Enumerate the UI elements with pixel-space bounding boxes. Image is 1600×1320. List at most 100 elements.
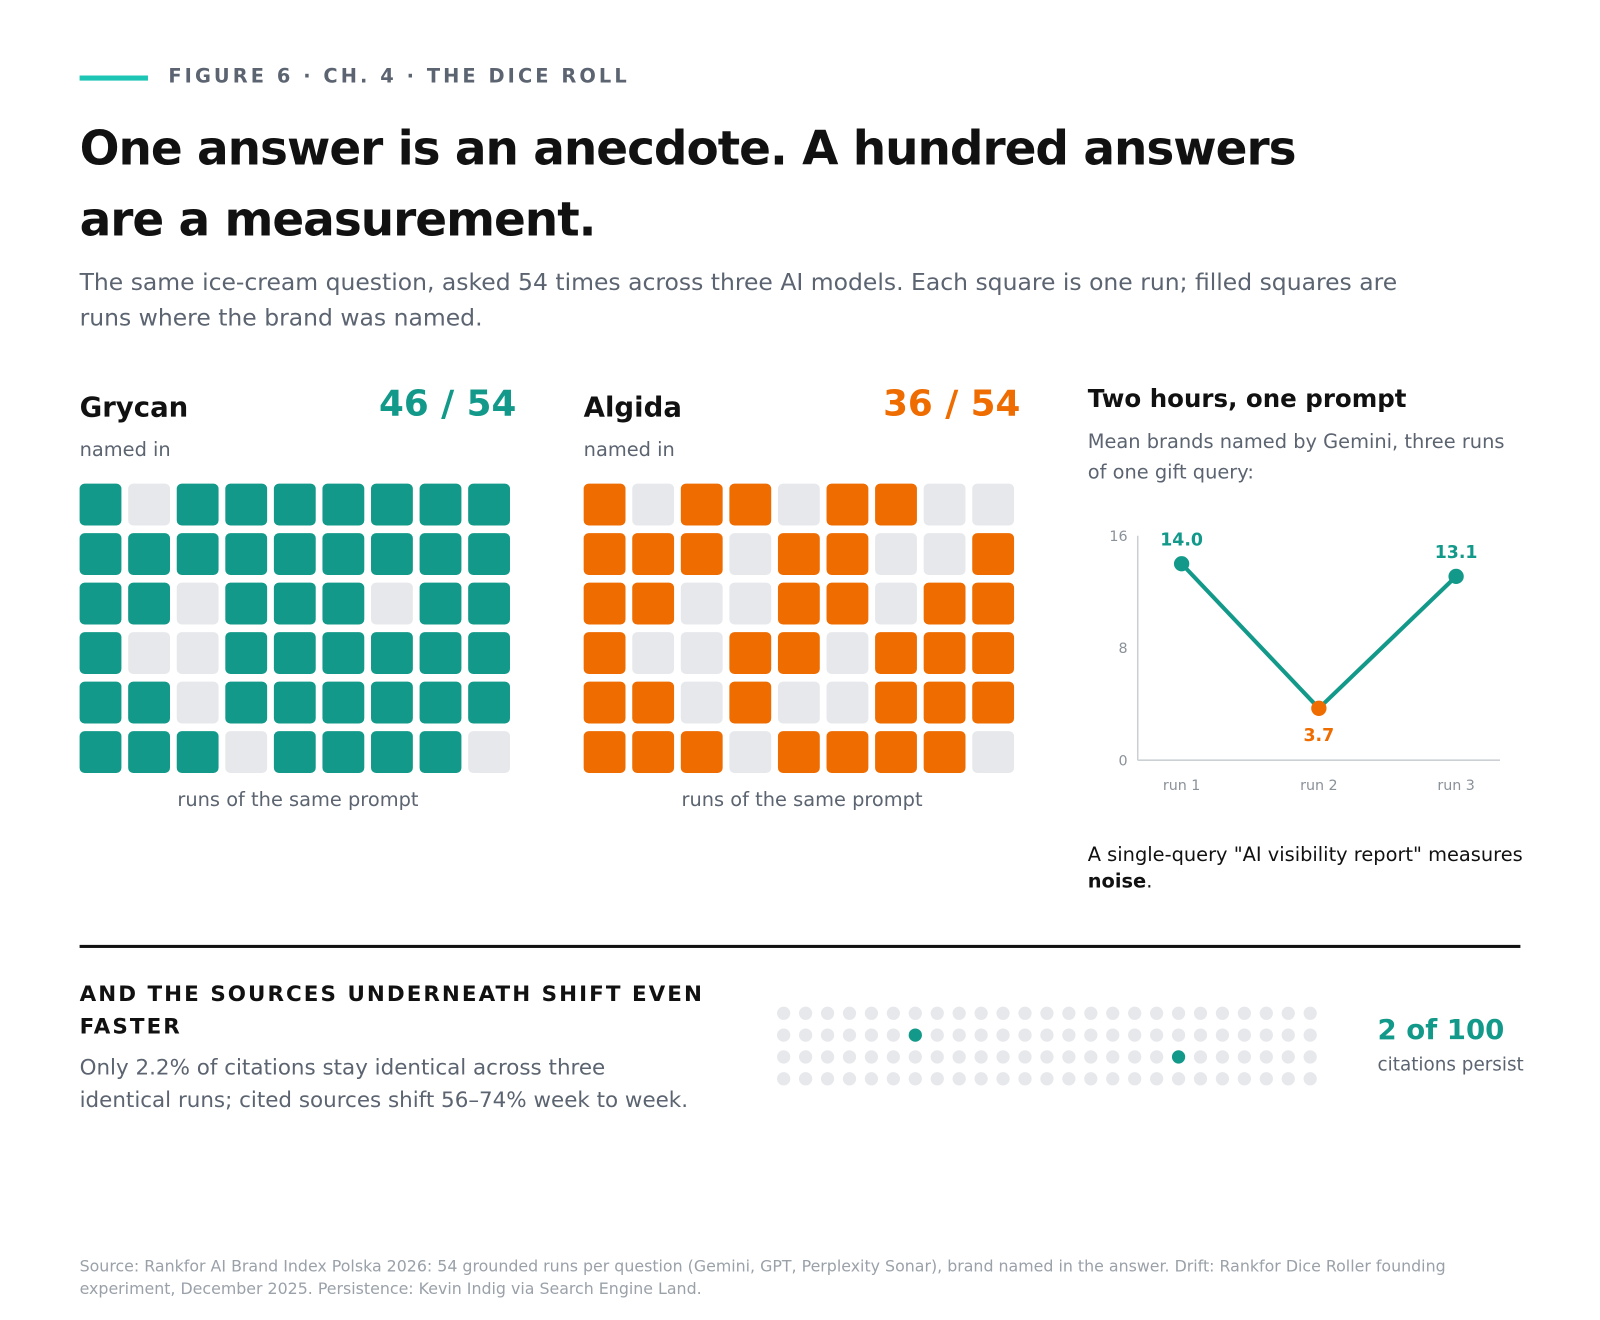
waffle-cell — [875, 731, 917, 773]
waffle-cell — [176, 731, 219, 773]
waffle-cell — [632, 681, 675, 724]
waffle-cell — [128, 483, 170, 526]
dot — [1149, 1050, 1164, 1064]
waffle-cell — [322, 533, 365, 575]
dot — [908, 1028, 922, 1042]
dot — [1215, 1028, 1230, 1042]
dot — [1040, 1006, 1054, 1020]
dot — [1171, 1028, 1186, 1042]
waffle-cell — [777, 632, 820, 674]
dot — [908, 1050, 922, 1064]
waffle-cell — [875, 483, 917, 526]
waffle-cell — [826, 483, 869, 526]
dot — [952, 1072, 966, 1086]
dot — [1281, 1028, 1295, 1042]
waffle-cell — [583, 483, 626, 526]
waffle-cell — [371, 681, 413, 724]
note: A single-query "AI visibility report" me… — [1088, 842, 1527, 895]
waffle-cell — [79, 533, 122, 575]
waffle-cell — [468, 533, 510, 575]
waffle-cell — [225, 632, 268, 674]
section-text: Only 2.2% of citations stay identical ac… — [79, 1055, 689, 1113]
dot — [1106, 1072, 1120, 1086]
waffle-cell — [583, 582, 626, 625]
waffle-cell — [826, 582, 869, 625]
waffle-title: Grycan — [79, 391, 189, 424]
dot — [1259, 1072, 1273, 1086]
dot — [777, 1006, 791, 1020]
waffle-cell — [225, 731, 268, 773]
dot — [1171, 1050, 1186, 1064]
waffle-cell — [923, 681, 966, 724]
waffle-cell — [176, 681, 219, 724]
waffle-title: Algida — [583, 391, 682, 424]
waffle-cell — [468, 681, 510, 724]
waffle-cell — [176, 483, 219, 526]
waffle-cell — [419, 731, 462, 773]
point — [1448, 568, 1464, 585]
dot — [1084, 1072, 1098, 1086]
waffle-cell — [273, 582, 316, 625]
eyebrow: FIGURE 6 · CH. 4 · THE DICE ROLL — [168, 65, 630, 88]
section-title: AND THE SOURCES UNDERNEATH SHIFT EVEN FA… — [79, 981, 704, 1039]
waffle-cell — [777, 731, 820, 773]
dot — [1128, 1072, 1142, 1086]
waffle-cell — [632, 632, 675, 674]
waffle-cell — [225, 681, 268, 724]
waffle-cell — [468, 483, 510, 526]
waffle-cell — [680, 483, 723, 526]
point — [1311, 700, 1327, 716]
dot — [864, 1050, 879, 1064]
dot — [1018, 1050, 1032, 1064]
dot — [1237, 1006, 1252, 1020]
waffle-cell — [371, 483, 413, 526]
waffle-cell — [322, 731, 365, 773]
y-tick-label: 8 — [1118, 641, 1127, 657]
dot — [798, 1028, 813, 1042]
dot — [974, 1028, 988, 1042]
dot — [952, 1028, 966, 1042]
dot — [930, 1072, 944, 1086]
waffle-cell — [875, 533, 917, 575]
dot — [798, 1050, 813, 1064]
dot — [798, 1006, 813, 1020]
dot — [1149, 1028, 1164, 1042]
dot — [996, 1028, 1010, 1042]
dot — [1106, 1050, 1120, 1064]
waffle-cell — [972, 533, 1015, 575]
dot — [908, 1072, 922, 1086]
x-tick-label: run 1 — [1163, 778, 1201, 794]
waffle-cell — [128, 632, 170, 674]
dot — [996, 1072, 1010, 1086]
dot — [1193, 1072, 1208, 1086]
dot — [798, 1072, 813, 1086]
dot — [1106, 1006, 1120, 1020]
waffle-cell — [273, 632, 316, 674]
dot — [1237, 1072, 1252, 1086]
waffle-cell — [583, 731, 626, 773]
dot — [1237, 1050, 1252, 1064]
waffle-cell — [875, 681, 917, 724]
waffle-cell — [826, 632, 869, 674]
waffle-cell — [128, 731, 170, 773]
waffle-cell — [371, 731, 413, 773]
dot — [974, 1072, 988, 1086]
accent-bar — [79, 75, 148, 81]
waffle-cell — [583, 632, 626, 674]
dot — [842, 1028, 857, 1042]
waffle-cell — [923, 582, 966, 625]
waffle-cell — [632, 483, 675, 526]
waffle-cell — [419, 483, 462, 526]
waffle-cell — [923, 533, 966, 575]
y-tick-label: 16 — [1109, 529, 1127, 545]
dot — [1215, 1050, 1230, 1064]
dot — [1128, 1006, 1142, 1020]
dot — [886, 1006, 900, 1020]
dot — [1018, 1072, 1032, 1086]
dot — [952, 1050, 966, 1064]
x-tick-label: run 3 — [1437, 778, 1475, 794]
waffle-count: 46 / 54 — [378, 383, 517, 425]
waffle-cell — [826, 681, 869, 724]
waffle-cell — [468, 632, 510, 674]
dot — [886, 1072, 900, 1086]
